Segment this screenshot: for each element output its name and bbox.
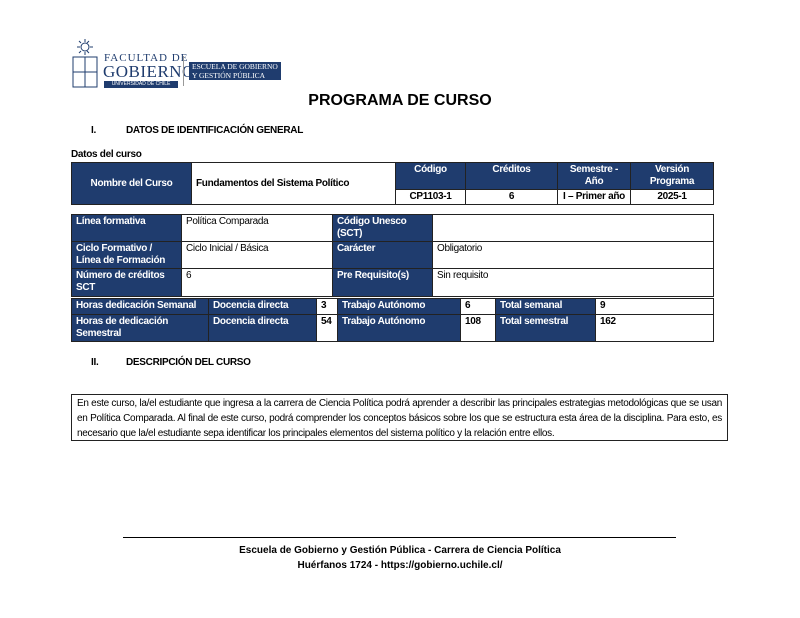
- section-2-number: II.: [91, 357, 99, 368]
- unesco-value: [432, 214, 714, 242]
- semester-total-label: Total semestral: [495, 314, 596, 342]
- course-name-value: Fundamentos del Sistema Político: [191, 162, 396, 205]
- semester-direct-value: 54: [316, 314, 338, 342]
- semester-auto-label: Trabajo Autónomo: [337, 314, 461, 342]
- semester-direct-label: Docencia directa: [208, 314, 317, 342]
- semester-header: Semestre - Año: [557, 162, 631, 190]
- logo-university-text: UNIVERSIDAD DE CHILE: [104, 81, 178, 88]
- semester-value: I – Primer año: [557, 189, 631, 205]
- logo-faculty-text: FACULTAD DE: [104, 52, 189, 64]
- section-1-number: I.: [91, 125, 96, 136]
- hours-table: Horas dedicación Semanal Docencia direct…: [71, 298, 714, 342]
- footer-rule: [123, 537, 676, 538]
- footer-line-2: Huérfanos 1724 - https://gobierno.uchile…: [297, 560, 503, 571]
- creditos-value: 6: [181, 268, 333, 297]
- weekly-auto-label: Trabajo Autónomo: [337, 298, 461, 315]
- course-name-label: Nombre del Curso: [71, 162, 192, 205]
- logo-gobierno-text: GOBIERNO: [103, 62, 195, 81]
- credits-value: 6: [465, 189, 558, 205]
- weekly-hours-label: Horas dedicación Semanal: [71, 298, 209, 315]
- weekly-auto-value: 6: [460, 298, 496, 315]
- linea-value: Política Comparada: [181, 214, 333, 242]
- credits-header: Créditos: [465, 162, 558, 190]
- weekly-direct-label: Docencia directa: [208, 298, 317, 315]
- code-header: Código: [395, 162, 466, 190]
- semester-total-value: 162: [595, 314, 714, 342]
- course-table: Nombre del Curso Fundamentos del Sistema…: [71, 162, 714, 205]
- semester-hours-label: Horas de dedicación Semestral: [71, 314, 209, 342]
- prereq-value: Sin requisito: [432, 268, 714, 297]
- ciclo-value: Ciclo Inicial / Básica: [181, 241, 333, 269]
- linea-label: Línea formativa: [71, 214, 182, 242]
- description-box: En este curso, la/el estudiante que ingr…: [71, 394, 728, 441]
- weekly-total-label: Total semanal: [495, 298, 596, 315]
- weekly-direct-value: 3: [316, 298, 338, 315]
- semester-auto-value: 108: [460, 314, 496, 342]
- university-crest-icon: [72, 39, 98, 88]
- footer: Escuela de Gobierno y Gestión Pública - …: [0, 543, 800, 573]
- code-value: CP1103-1: [395, 189, 466, 205]
- version-value: 2025-1: [630, 189, 714, 205]
- logo-school-line1: ESCUELA DE GOBIERNO: [192, 62, 278, 71]
- datos-label: Datos del curso: [71, 149, 142, 160]
- creditos-label: Número de créditos SCT: [71, 268, 182, 297]
- version-header: Versión Programa: [630, 162, 714, 190]
- caracter-label: Carácter: [332, 241, 433, 269]
- logo-school-line2: Y GESTIÓN PÚBLICA: [192, 71, 266, 80]
- section-1-title: DATOS DE IDENTIFICACIÓN GENERAL: [126, 125, 304, 136]
- prereq-label: Pre Requisito(s): [332, 268, 433, 297]
- page-title: PROGRAMA DE CURSO: [308, 92, 492, 109]
- logo-school: ESCUELA DE GOBIERNO Y GESTIÓN PÚBLICA: [189, 62, 281, 80]
- footer-line-1: Escuela de Gobierno y Gestión Pública - …: [239, 545, 561, 556]
- section-2-title: DESCRIPCIÓN DEL CURSO: [126, 357, 251, 368]
- logo-divider: [183, 56, 184, 86]
- weekly-total-value: 9: [595, 298, 714, 315]
- caracter-value: Obligatorio: [432, 241, 714, 269]
- ciclo-label: Ciclo Formativo / Línea de Formación: [71, 241, 182, 269]
- unesco-label: Código Unesco (SCT): [332, 214, 433, 242]
- info-table: Línea formativa Política Comparada Códig…: [71, 214, 714, 297]
